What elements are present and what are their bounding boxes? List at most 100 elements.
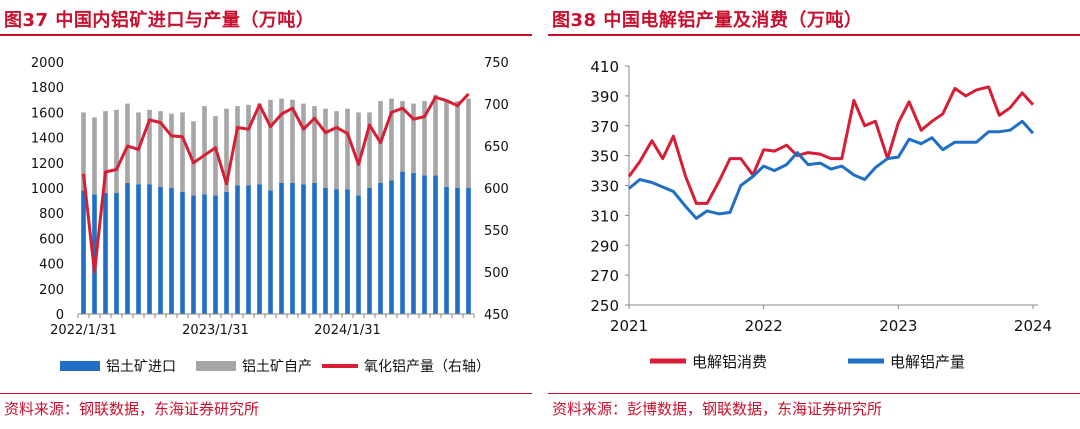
line-aluminum-production <box>628 119 1035 220</box>
y-right-tick-label: 500 <box>484 266 509 281</box>
bar-bauxite-import <box>180 191 185 314</box>
bar-bauxite-import <box>257 184 262 314</box>
bar-bauxite-import <box>411 172 416 314</box>
bar-bauxite-domestic <box>213 116 218 196</box>
bar-bauxite-domestic <box>169 113 174 188</box>
bar-bauxite-domestic <box>81 112 86 191</box>
x-tick-label: 2024 <box>1014 317 1052 335</box>
y-left-tick-label: 2000 <box>31 56 64 71</box>
y-tick-label: 250 <box>590 297 619 315</box>
figure-37-title-row: 图37 中国内铝矿进口与产量（万吨） <box>4 4 532 34</box>
bar-bauxite-import <box>389 180 394 314</box>
y-tick-label: 350 <box>590 148 619 166</box>
y-left-tick-label: 1400 <box>31 132 64 147</box>
legend-label: 电解铝产量 <box>890 353 965 371</box>
bar-bauxite-import <box>246 185 251 314</box>
source-divider <box>0 393 532 394</box>
y-right-tick-label: 650 <box>484 140 509 155</box>
y-tick-label: 310 <box>590 207 619 225</box>
bar-bauxite-domestic <box>290 99 295 183</box>
bauxite-alumina-chart: 0 200 400 600 800 1000 1200 1400 1600 1800 2000 450… <box>31 56 509 375</box>
bar-bauxite-domestic <box>147 109 152 185</box>
y-left-tick-label: 1000 <box>31 182 64 197</box>
x-tick-label: 2021 <box>610 317 648 335</box>
bar-bauxite-import <box>114 193 119 314</box>
figure-38-panel: 图38 中国电解铝产量及消费（万吨） 250 270 290 310 330 350 370… <box>548 0 1080 429</box>
bar-bauxite-import <box>103 193 108 314</box>
figure-37-title: 图37 中国内铝矿进口与产量（万吨） <box>4 10 315 31</box>
bar-bauxite-domestic <box>202 106 207 195</box>
bar-bauxite-domestic <box>268 99 273 191</box>
bar-bauxite-domestic <box>345 108 350 190</box>
y-right-tick-label: 450 <box>484 308 509 323</box>
x-tick-label: 2024/1/31 <box>314 323 381 338</box>
y-left-tick-label: 400 <box>39 258 64 273</box>
bar-bauxite-domestic <box>103 111 108 194</box>
bar-bauxite-import <box>235 185 240 314</box>
bar-bauxite-import <box>169 188 174 314</box>
bar-bauxite-domestic <box>389 98 394 181</box>
bar-bauxite-domestic <box>158 111 163 187</box>
figure-38-source: 资料来源：彭博数据，钢联数据，东海证券研究所 <box>552 400 883 418</box>
bar-bauxite-domestic <box>466 98 471 188</box>
bar-bauxite-import <box>378 182 383 314</box>
bar-bauxite-domestic <box>367 112 372 188</box>
bar-bauxite-domestic <box>235 106 240 186</box>
bar-bauxite-import <box>455 188 460 314</box>
y-tick-label: 390 <box>590 88 619 106</box>
bar-bauxite-import <box>334 189 339 314</box>
bar-bauxite-domestic <box>125 103 130 183</box>
legend-label: 电解铝消费 <box>692 353 767 371</box>
y-tick-label: 410 <box>590 58 619 76</box>
bar-bauxite-import <box>202 194 207 314</box>
y-left-tick-label: 1800 <box>31 81 64 96</box>
bar-bauxite-import <box>356 195 361 314</box>
bar-bauxite-domestic <box>191 121 196 196</box>
bar-bauxite-import <box>158 186 163 314</box>
bar-bauxite-import <box>92 194 97 314</box>
bar-bauxite-import <box>268 190 273 314</box>
electrolytic-aluminum-chart: 250 270 290 310 330 350 370 390 410 2021 2022 2023 2… <box>590 58 1052 371</box>
legend-label: 铝土矿进口 <box>106 359 176 375</box>
bar-bauxite-import <box>433 175 438 314</box>
legend-swatch-domestic <box>196 361 236 371</box>
bar-bauxite-import <box>400 171 405 314</box>
bar-bauxite-domestic <box>224 108 229 192</box>
bar-bauxite-import <box>345 189 350 314</box>
bar-bauxite-import <box>290 182 295 314</box>
x-tick-label: 2022 <box>745 317 783 335</box>
bar-bauxite-domestic <box>411 103 416 173</box>
bar-bauxite-domestic <box>246 104 251 186</box>
bar-bauxite-import <box>444 186 449 314</box>
y-left-tick-label: 1200 <box>31 157 64 172</box>
y-tick-label: 330 <box>590 178 619 196</box>
bar-bauxite-domestic <box>279 98 284 183</box>
bar-bauxite-domestic <box>422 101 427 176</box>
bar-bauxite-import <box>224 191 229 314</box>
y-tick-label: 370 <box>590 118 619 136</box>
y-left-tick-label: 1600 <box>31 106 64 121</box>
x-tick-label: 2023/1/31 <box>182 323 249 338</box>
bar-bauxite-domestic <box>92 117 97 195</box>
y-left-tick-label: 200 <box>39 283 64 298</box>
y-left-tick-label: 800 <box>39 207 64 222</box>
line-alumina-output <box>82 92 470 274</box>
y-right-tick-label: 750 <box>484 56 509 71</box>
legend-swatch-import <box>60 361 100 371</box>
bar-bauxite-import <box>422 175 427 314</box>
bar-bauxite-domestic <box>334 111 339 190</box>
bar-bauxite-domestic <box>114 109 119 194</box>
line-aluminum-consumption <box>627 85 1035 205</box>
figure-38-title: 图38 中国电解铝产量及消费（万吨） <box>552 10 863 31</box>
bar-bauxite-import <box>367 188 372 314</box>
bar-bauxite-import <box>136 184 141 314</box>
bar-bauxite-domestic <box>257 103 262 185</box>
y-right-tick-label: 600 <box>484 182 509 197</box>
figure-37-source: 资料来源：钢联数据，东海证券研究所 <box>4 400 260 418</box>
bar-bauxite-domestic <box>444 99 449 187</box>
bar-bauxite-import <box>301 184 306 314</box>
x-tick-label: 2023 <box>879 317 917 335</box>
bar-bauxite-domestic <box>356 112 361 196</box>
legend-label: 铝土矿自产 <box>242 359 312 375</box>
y-right-tick-label: 550 <box>484 224 509 239</box>
